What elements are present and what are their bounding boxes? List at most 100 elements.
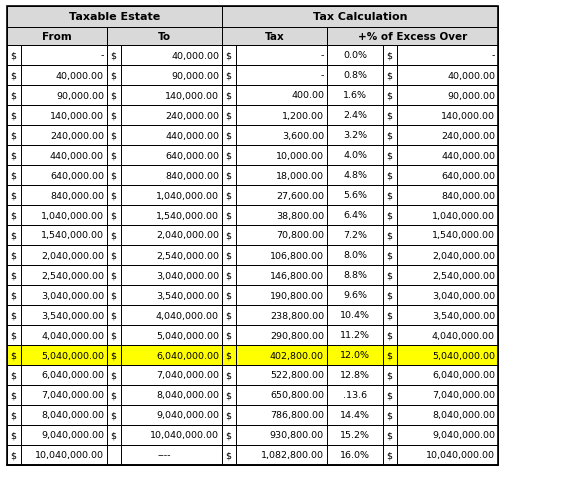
Text: $: $: [225, 451, 231, 459]
Text: $: $: [110, 111, 116, 120]
Text: 1.6%: 1.6%: [343, 91, 367, 100]
Text: From: From: [42, 32, 72, 42]
Text: $: $: [110, 191, 116, 200]
Text: 2,040,000.00: 2,040,000.00: [41, 251, 104, 260]
Bar: [7, 7, 222, 28]
Text: $: $: [110, 351, 116, 360]
Text: 11.2%: 11.2%: [340, 331, 370, 340]
Text: $: $: [225, 171, 231, 180]
Text: $: $: [10, 391, 16, 400]
Text: $: $: [386, 211, 392, 220]
Text: $: $: [386, 391, 392, 400]
Text: $: $: [225, 371, 231, 380]
Text: 2,540,000.00: 2,540,000.00: [156, 251, 219, 260]
Text: 4,040,000.00: 4,040,000.00: [432, 331, 495, 340]
Text: 3,040,000.00: 3,040,000.00: [41, 291, 104, 300]
Text: 5,040,000.00: 5,040,000.00: [432, 351, 495, 360]
Text: 240,000.00: 240,000.00: [165, 111, 219, 120]
Text: $: $: [386, 191, 392, 200]
Bar: [7, 365, 498, 385]
Bar: [107, 28, 222, 46]
Text: 840,000.00: 840,000.00: [441, 191, 495, 200]
Text: 650,800.00: 650,800.00: [270, 391, 324, 400]
Text: $: $: [10, 91, 16, 100]
Text: 38,800.00: 38,800.00: [276, 211, 324, 220]
Bar: [7, 305, 498, 325]
Text: 9,040,000.00: 9,040,000.00: [41, 431, 104, 439]
Text: 1,040,000.00: 1,040,000.00: [156, 191, 219, 200]
Text: $: $: [10, 451, 16, 459]
Text: 9,040,000.00: 9,040,000.00: [432, 431, 495, 439]
Text: $: $: [386, 71, 392, 80]
Text: $: $: [386, 371, 392, 380]
Text: 0.0%: 0.0%: [343, 51, 367, 60]
Text: $: $: [10, 371, 16, 380]
Text: $: $: [10, 251, 16, 260]
Bar: [7, 28, 107, 46]
Text: $: $: [10, 311, 16, 320]
Text: $: $: [10, 271, 16, 280]
Text: 3,540,000.00: 3,540,000.00: [156, 291, 219, 300]
Text: Tax: Tax: [265, 32, 285, 42]
Text: 1,040,000.00: 1,040,000.00: [41, 211, 104, 220]
Text: $: $: [225, 291, 231, 300]
Text: 8,040,000.00: 8,040,000.00: [432, 410, 495, 420]
Text: $: $: [386, 231, 392, 240]
Text: $: $: [386, 111, 392, 120]
Text: $: $: [110, 91, 116, 100]
Text: $: $: [225, 351, 231, 360]
Bar: [7, 445, 498, 465]
Text: 140,000.00: 140,000.00: [165, 91, 219, 100]
Text: 2,540,000.00: 2,540,000.00: [41, 271, 104, 280]
Text: 8,040,000.00: 8,040,000.00: [156, 391, 219, 400]
Text: $: $: [110, 231, 116, 240]
Text: 1,200.00: 1,200.00: [282, 111, 324, 120]
Text: $: $: [386, 51, 392, 60]
Text: 440,000.00: 440,000.00: [50, 151, 104, 160]
Text: $: $: [110, 271, 116, 280]
Text: -: -: [492, 51, 495, 60]
Text: 90,000.00: 90,000.00: [56, 91, 104, 100]
Text: 930,800.00: 930,800.00: [270, 431, 324, 439]
Bar: [7, 286, 498, 305]
Text: 3,540,000.00: 3,540,000.00: [41, 311, 104, 320]
Text: $: $: [386, 151, 392, 160]
Text: -: -: [101, 51, 104, 60]
Text: 12.8%: 12.8%: [340, 371, 370, 380]
Text: +% of Excess Over: +% of Excess Over: [358, 32, 467, 42]
Text: $: $: [225, 251, 231, 260]
Text: $: $: [225, 410, 231, 420]
Text: 840,000.00: 840,000.00: [50, 191, 104, 200]
Text: $: $: [225, 111, 231, 120]
Text: 4.8%: 4.8%: [343, 171, 367, 180]
Text: $: $: [386, 171, 392, 180]
Text: $: $: [386, 291, 392, 300]
Text: $: $: [110, 51, 116, 60]
Bar: [7, 146, 498, 166]
Text: 7,040,000.00: 7,040,000.00: [432, 391, 495, 400]
Bar: [7, 166, 498, 186]
Text: $: $: [10, 51, 16, 60]
Text: 3,540,000.00: 3,540,000.00: [432, 311, 495, 320]
Bar: [7, 226, 498, 245]
Text: $: $: [110, 251, 116, 260]
Text: $: $: [386, 451, 392, 459]
Text: $: $: [110, 311, 116, 320]
Text: $: $: [225, 51, 231, 60]
Text: $: $: [10, 191, 16, 200]
Text: $: $: [10, 131, 16, 140]
Bar: [7, 405, 498, 425]
Text: 10.4%: 10.4%: [340, 311, 370, 320]
Text: 8,040,000.00: 8,040,000.00: [41, 410, 104, 420]
Text: 640,000.00: 640,000.00: [441, 171, 495, 180]
Text: 400.00: 400.00: [291, 91, 324, 100]
Text: 640,000.00: 640,000.00: [165, 151, 219, 160]
Text: 10,040,000.00: 10,040,000.00: [150, 431, 219, 439]
Bar: [222, 28, 327, 46]
Bar: [7, 345, 498, 365]
Text: $: $: [10, 291, 16, 300]
Bar: [327, 28, 498, 46]
Text: $: $: [10, 111, 16, 120]
Text: 5,040,000.00: 5,040,000.00: [156, 331, 219, 340]
Text: -: -: [320, 71, 324, 80]
